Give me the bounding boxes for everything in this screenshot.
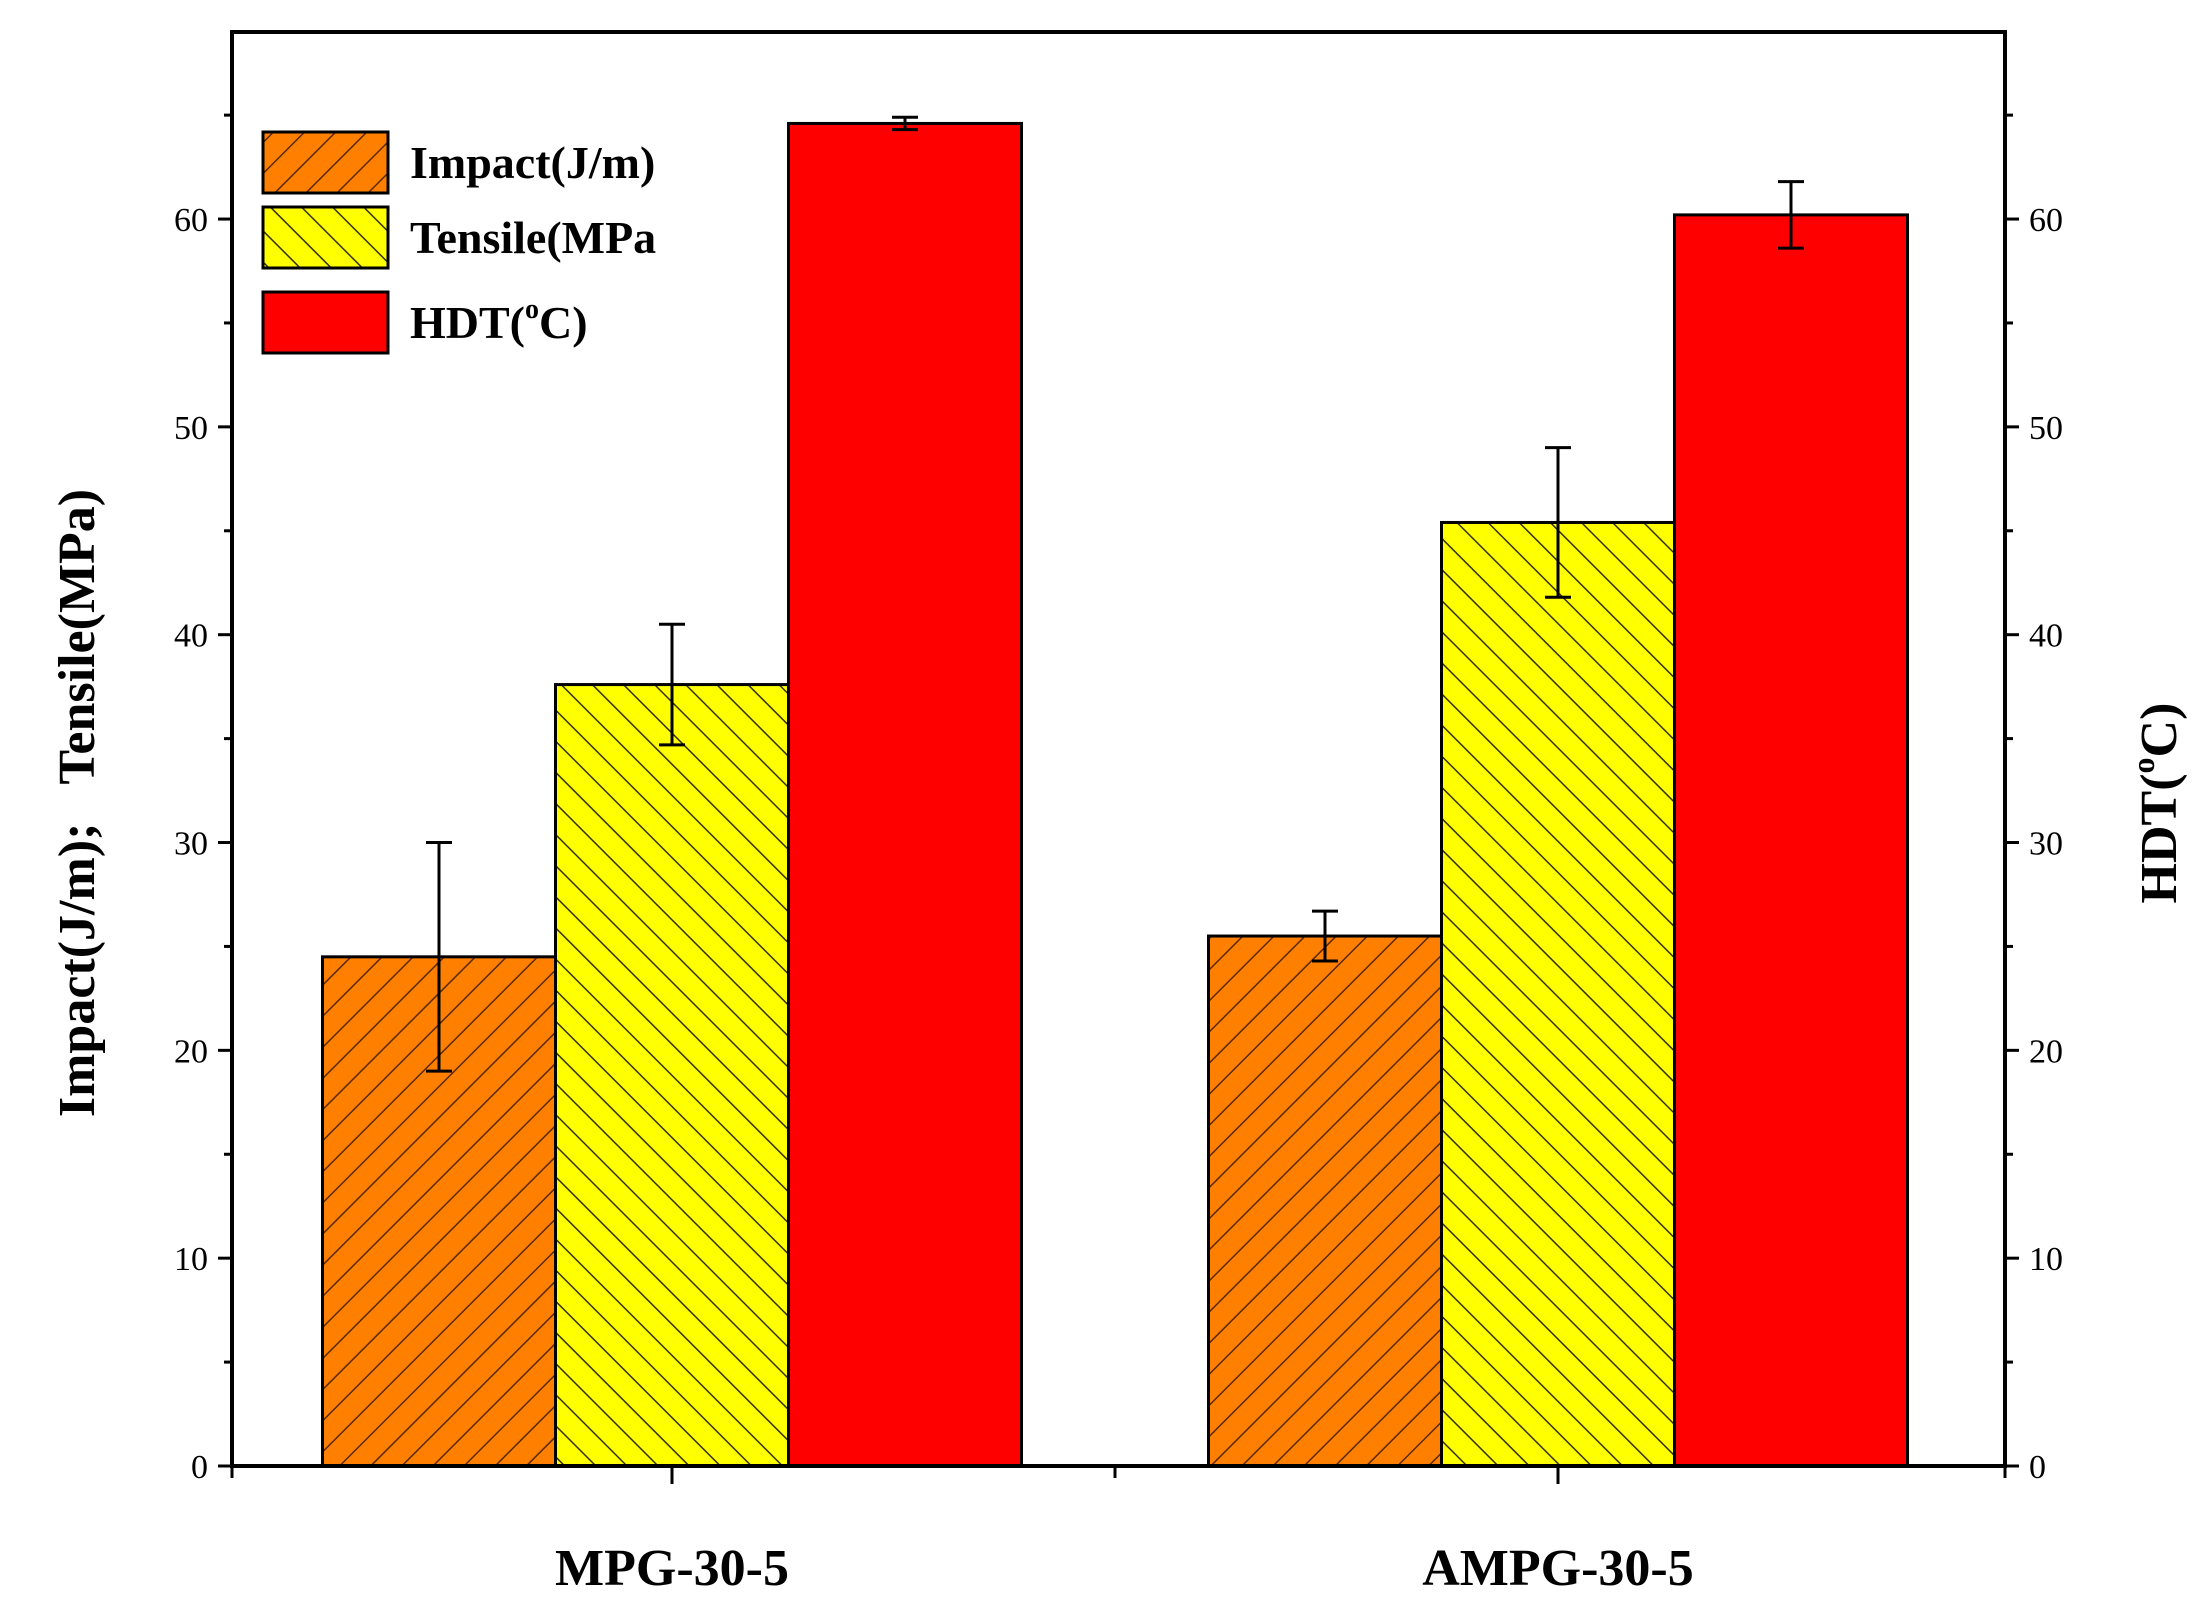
- legend-label-hdt-suffix: C): [539, 297, 588, 348]
- legend-label-impact: Impact(J/m): [410, 137, 655, 188]
- bar-tensilem-0: [554, 683, 790, 1468]
- left-axis-ticks: 0 10 20 30 40 50 60: [174, 113, 232, 1486]
- right-tick-label-40: 40: [2029, 618, 2063, 655]
- legend-swatch-tensile: [261, 205, 390, 270]
- left-tick-label-40: 40: [174, 618, 208, 655]
- right-tick-label-20: 20: [2029, 1033, 2063, 1070]
- left-tick-label-50: 50: [174, 410, 208, 447]
- left-tick-label-0: 0: [191, 1449, 208, 1486]
- right-axis-ticks: 0 10 20 30 40 50 60: [2005, 113, 2063, 1486]
- bars-layer: [321, 121, 1909, 1468]
- x-axis-ticks: [230, 1466, 2007, 1484]
- left-tick-label-60: 60: [174, 202, 208, 239]
- legend-swatch-impact: [261, 130, 390, 195]
- bar-tensilem-1: [1440, 520, 1676, 1468]
- bar-hdtc-0: [787, 121, 1023, 1468]
- legend-label-tensile: Tensile(MPa: [410, 212, 656, 263]
- plot-frame: [230, 30, 2007, 1468]
- right-tick-label-0: 0: [2029, 1449, 2046, 1486]
- right-tick-label-30: 30: [2029, 826, 2063, 863]
- category-label-ampg: AMPG-30-5: [1422, 1540, 1693, 1597]
- right-tick-label-50: 50: [2029, 410, 2063, 447]
- left-tick-label-30: 30: [174, 826, 208, 863]
- legend-label-hdt-degree: o: [525, 294, 539, 325]
- legend-label-hdt-prefix: HDT(: [410, 297, 525, 348]
- legend-swatch-hdt: [261, 290, 390, 355]
- left-tick-label-20: 20: [174, 1033, 208, 1070]
- left-tick-label-10: 10: [174, 1241, 208, 1278]
- legend-label-hdt: HDT(oC): [410, 294, 588, 348]
- left-axis-title: Impact(J/m); Tensile(MPa): [49, 489, 106, 1117]
- right-axis-title-degree: o: [2125, 757, 2161, 773]
- bar-impactjm-1: [1207, 934, 1443, 1468]
- legend: Impact(J/m) Tensile(MPa HDT(oC): [261, 130, 656, 355]
- right-axis-title-suffix: C): [2131, 703, 2188, 758]
- category-label-mpg: MPG-30-5: [555, 1540, 789, 1597]
- right-axis-title-prefix: HDT(: [2131, 773, 2188, 903]
- right-tick-label-10: 10: [2029, 1241, 2063, 1278]
- error-bars-layer: [426, 115, 1804, 1073]
- right-axis-title: HDT(oC): [2125, 703, 2188, 904]
- right-tick-label-60: 60: [2029, 202, 2063, 239]
- bar-hdtc-1: [1673, 213, 1909, 1468]
